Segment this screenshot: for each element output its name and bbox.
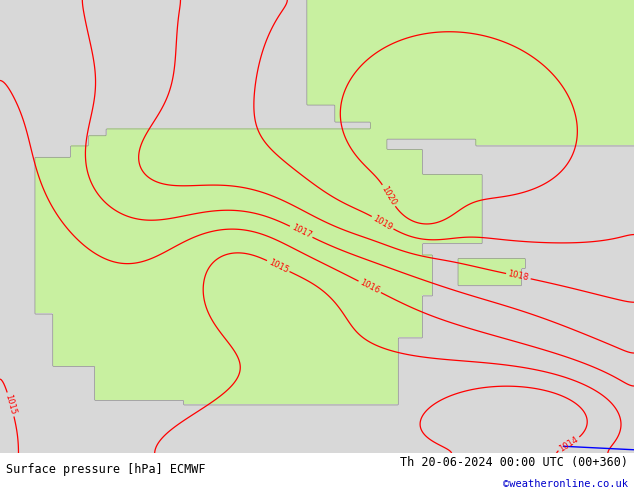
Text: 1018: 1018 [507,270,529,283]
Text: 1016: 1016 [358,278,381,295]
Text: Surface pressure [hPa] ECMWF: Surface pressure [hPa] ECMWF [6,463,206,476]
Text: Th 20-06-2024 00:00 UTC (00+360): Th 20-06-2024 00:00 UTC (00+360) [399,456,628,469]
Text: 1017: 1017 [290,223,313,241]
Text: 1014: 1014 [558,435,580,454]
Text: 1019: 1019 [372,214,394,232]
Text: 1020: 1020 [380,184,398,207]
Text: 1015: 1015 [4,393,18,416]
Text: 1015: 1015 [267,257,290,275]
Text: ©weatheronline.co.uk: ©weatheronline.co.uk [503,480,628,490]
